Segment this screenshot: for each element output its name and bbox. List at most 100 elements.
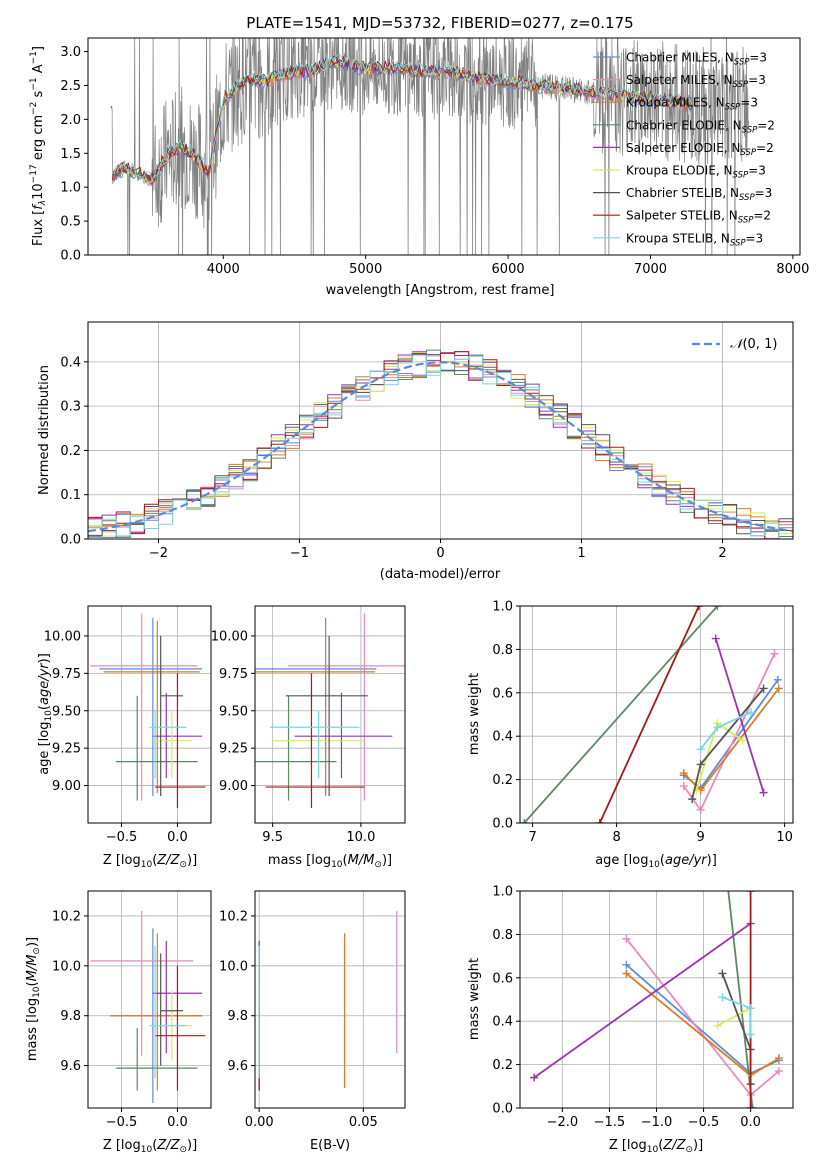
weight-marker xyxy=(748,1104,757,1108)
x-axis-label: Z [log10(Z/Z⊙)] xyxy=(609,1138,703,1155)
y-axis-label: mass weight xyxy=(467,673,482,755)
plot-area xyxy=(520,606,793,823)
y-tick-label: 0.1 xyxy=(60,488,81,503)
y-tick-label: 0.5 xyxy=(60,215,81,230)
y-tick-label: 0.4 xyxy=(492,1015,513,1030)
axes-border xyxy=(87,605,212,824)
weight-marker xyxy=(713,606,722,610)
y-tick-label: 9.6 xyxy=(227,1059,248,1074)
y-tick-label: 2.0 xyxy=(60,113,81,128)
weight-line xyxy=(727,891,754,1108)
x-axis-label: wavelength [Angstrom, rest frame] xyxy=(326,283,555,298)
x-tick-label: −0.5 xyxy=(688,1115,720,1130)
legend-label: Kroupa STELIB, NSSP=3 xyxy=(626,231,763,248)
y-tick-label: 9.6 xyxy=(60,1059,81,1074)
weight-marker xyxy=(774,1067,783,1076)
weight-marker xyxy=(711,634,720,643)
y-tick-label: 0.8 xyxy=(492,928,513,943)
x-tick-label: −1.0 xyxy=(641,1115,673,1130)
legend-label: Salpeter ELODIE, NSSP=2 xyxy=(626,141,774,158)
weight-line xyxy=(695,721,744,791)
y-axis-label: mass [log10(M/M⊙)] xyxy=(25,937,42,1061)
axes-border xyxy=(87,37,801,256)
weight-line xyxy=(721,973,752,1085)
panel-mass-vs-Z: −0.5 0.0 9.6 9.8 10.0 10.2 Z [log10(Z/Z⊙)] mass… xyxy=(25,890,212,1155)
weight-line xyxy=(625,972,780,1077)
legend-label: Chabrier MILES, NSSP=3 xyxy=(626,51,767,68)
y-tick-label: 10.0 xyxy=(52,959,81,974)
x-tick-label: 4000 xyxy=(207,262,240,277)
y-tick-label: 1.0 xyxy=(492,600,513,615)
y-tick-label: 3.0 xyxy=(60,45,81,60)
y-tick-label: 10.2 xyxy=(219,909,248,924)
panel-age-vs-Z: −0.5 0.0 9.00 9.25 9.50 9.75 10.00 Z [log10(Z/Z… xyxy=(37,605,212,870)
y-tick-label: 0.2 xyxy=(492,1058,513,1073)
weight-marker xyxy=(770,649,779,658)
y-tick-label: 0.0 xyxy=(492,817,513,832)
x-axis-label: Z [log10(Z/Z⊙)] xyxy=(103,1138,197,1155)
weight-marker xyxy=(696,745,705,754)
x-tick-label: 9 xyxy=(696,830,704,845)
x-axis-label: mass [log10(M/M⊙)] xyxy=(268,853,392,870)
weight-marker xyxy=(773,675,782,684)
legend-label: 𝒩(0, 1) xyxy=(730,337,777,352)
weight-marker xyxy=(688,795,697,804)
x-tick-label: 5000 xyxy=(349,262,382,277)
x-tick-label: 9.5 xyxy=(262,830,283,845)
weight-marker xyxy=(520,819,529,823)
weight-marker xyxy=(679,782,688,791)
x-tick-label: 7000 xyxy=(634,262,667,277)
weight-marker xyxy=(718,993,727,1002)
x-tick-label: −0.5 xyxy=(106,830,138,845)
plot-area xyxy=(88,606,211,823)
x-tick-label: 0.0 xyxy=(167,830,188,845)
y-tick-label: 9.50 xyxy=(52,704,81,719)
y-axis-label: Normed distribution xyxy=(37,365,52,495)
normal-curve xyxy=(88,361,793,533)
weight-marker xyxy=(774,684,783,693)
x-tick-label: 6000 xyxy=(492,262,525,277)
x-tick-label: 2 xyxy=(718,546,726,561)
weight-marker xyxy=(746,1030,755,1039)
weight-line xyxy=(533,922,752,1079)
y-axis-label: Flux [fλ10−17 erg cm−2 s−1 A−1] xyxy=(29,46,48,246)
weight-marker xyxy=(759,788,768,797)
y-tick-label: 10.0 xyxy=(219,959,248,974)
x-tick-label: −1 xyxy=(290,546,309,561)
histogram-series xyxy=(88,351,793,539)
y-tick-label: 9.25 xyxy=(219,742,248,757)
y-tick-label: 0.3 xyxy=(60,400,81,415)
weight-marker xyxy=(696,805,705,814)
y-tick-label: 1.0 xyxy=(60,181,81,196)
y-tick-label: 1.5 xyxy=(60,147,81,162)
x-tick-label: 1 xyxy=(577,546,585,561)
x-axis-label: (data-model)/error xyxy=(380,567,501,582)
x-tick-label: 0.00 xyxy=(245,1115,274,1130)
y-tick-label: 10.2 xyxy=(52,909,81,924)
weight-marker xyxy=(713,723,722,732)
weight-marker xyxy=(759,684,768,693)
legend-label: Kroupa MILES, NSSP=3 xyxy=(626,96,758,113)
legend-label: Salpeter STELIB, NSSP=2 xyxy=(626,209,771,226)
y-tick-label: 9.00 xyxy=(219,779,248,794)
y-axis-label: mass weight xyxy=(467,958,482,1040)
x-tick-label: −2.0 xyxy=(547,1115,579,1130)
axes-border xyxy=(254,605,406,824)
weight-marker xyxy=(530,1073,539,1082)
axes-border xyxy=(87,890,212,1109)
y-tick-label: 0.4 xyxy=(492,730,513,745)
weight-marker xyxy=(696,760,705,769)
weight-marker xyxy=(723,876,731,884)
y-tick-label: 2.5 xyxy=(60,79,81,94)
weight-marker xyxy=(718,969,727,978)
weight-marker xyxy=(622,969,631,978)
legend-label: Kroupa ELODIE, NSSP=3 xyxy=(626,164,766,181)
y-tick-label: 9.75 xyxy=(219,667,248,682)
weight-marker xyxy=(746,891,755,895)
weight-marker xyxy=(595,819,604,823)
x-tick-label: −1.5 xyxy=(594,1115,626,1130)
y-tick-label: 0.2 xyxy=(492,773,513,788)
panel-age-vs-mass: 9.5 10.0 9.00 9.25 9.50 9.75 10.00 mass [log10(… xyxy=(211,605,406,870)
weight-marker xyxy=(713,1021,722,1030)
